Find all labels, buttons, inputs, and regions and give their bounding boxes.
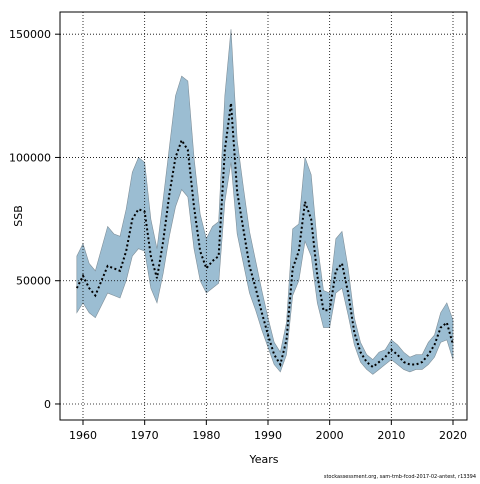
- y-axis-label: SSB: [12, 205, 25, 227]
- x-tick-label: 2000: [316, 429, 344, 442]
- x-axis-label: Years: [248, 453, 278, 466]
- y-tick-label: 50000: [16, 275, 51, 288]
- footnote: stockassessment.org, sam-tmb-fcod-2017-0…: [324, 474, 476, 480]
- x-tick-label: 1970: [131, 429, 159, 442]
- x-tick-label: 1960: [69, 429, 97, 442]
- confidence-band: [76, 29, 454, 375]
- x-tick-label: 1980: [192, 429, 220, 442]
- y-tick-label: 100000: [9, 151, 51, 164]
- x-tick-label: 1990: [254, 429, 282, 442]
- x-tick-label: 2020: [439, 429, 467, 442]
- y-tick-label: 0: [44, 398, 51, 411]
- y-tick-label: 150000: [9, 28, 51, 41]
- x-tick-label: 2010: [377, 429, 405, 442]
- estimate-line: [75, 103, 454, 369]
- plot-frame: [59, 11, 468, 421]
